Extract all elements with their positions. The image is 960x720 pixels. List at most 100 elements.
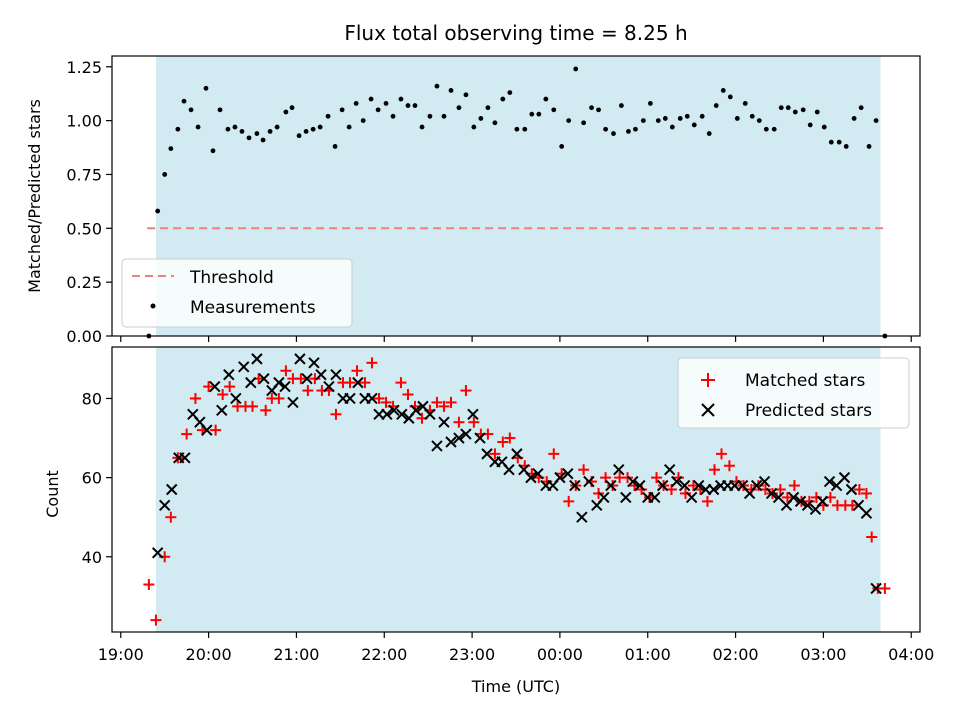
measurement-point [522, 126, 528, 132]
bottom-y-axis-label: Count [43, 470, 62, 518]
measurement-point [162, 172, 168, 177]
predicted-star-point [223, 369, 235, 381]
predicted-star-point [532, 467, 544, 480]
measurement-point [155, 208, 161, 214]
measurement-point [246, 135, 252, 141]
matched-star-point [438, 400, 450, 412]
matched-star-point [563, 495, 575, 507]
matched-star-point [651, 472, 663, 484]
predicted-star-point [569, 479, 581, 492]
matched-star-point [210, 424, 222, 436]
matched-star-point [636, 484, 648, 495]
measurement-point [633, 126, 638, 132]
matched-star-point [687, 480, 699, 492]
matched-star-point [708, 464, 720, 476]
matched-star-point [247, 400, 259, 412]
predicted-star-point [838, 471, 851, 484]
predicted-star-point [230, 392, 242, 405]
legend-matched-label: Matched stars [745, 371, 865, 391]
bottom-panel: 40 60 80 19:00 20:00 21:00 22:00 23:00 00:00 01:… [43, 346, 934, 696]
matched-star-point [380, 396, 392, 408]
predicted-star-point [613, 464, 625, 476]
predicted-star-point [323, 380, 335, 393]
matched-star-point [181, 428, 193, 440]
y-tick-label: 40 [82, 548, 102, 567]
top-axes-frame [111, 55, 921, 337]
measurement-point [763, 126, 769, 132]
measurement-point [405, 103, 411, 108]
measurement-point [800, 107, 806, 113]
y-tick-label: 1.00 [66, 112, 102, 131]
predicted-star-point [562, 467, 574, 480]
measurement-point [203, 85, 209, 91]
x-tick-label: 02:00 [713, 645, 759, 664]
predicted-star-point [151, 547, 164, 559]
measurement-point [232, 124, 238, 130]
measurement-point [814, 109, 820, 115]
x-axis-label: Time (UTC) [471, 677, 560, 696]
top-legend: Threshold Measurements [121, 258, 353, 328]
measurement-point [828, 139, 834, 145]
predicted-star-point [467, 408, 479, 420]
matched-star-point [497, 436, 509, 448]
measurement-point [566, 118, 572, 124]
measurement-point [713, 103, 719, 108]
matched-star-point [373, 392, 385, 404]
measurement-point [390, 113, 396, 119]
measurement-point [626, 128, 631, 134]
predicted-star-point [158, 499, 171, 512]
measurement-point [778, 105, 784, 111]
measurement-point [383, 100, 389, 106]
measurement-point [684, 113, 690, 119]
measurement-point [742, 100, 748, 106]
measurement-point [289, 105, 295, 111]
matched-star-point [359, 377, 371, 389]
predicted-star-point [209, 380, 221, 393]
bottom-legend-box [677, 357, 910, 429]
x-tick-label: 19:00 [98, 645, 144, 664]
top-x-ticks [120, 336, 912, 342]
predicted-star-point [287, 396, 299, 409]
measurement-point [463, 92, 469, 98]
y-tick-label: 0.25 [66, 273, 102, 292]
predicted-star-point [801, 499, 814, 512]
matched-star-point [680, 487, 692, 499]
predicted-star-point [315, 369, 327, 381]
predicted-stars-series [151, 353, 882, 595]
predicted-star-point [627, 475, 639, 488]
measurement-point [471, 124, 477, 130]
predicted-star-point [166, 483, 178, 496]
matched-star-point [853, 484, 865, 495]
predicted-star-point [634, 479, 646, 492]
measurement-point [427, 113, 433, 119]
matched-star-point [460, 385, 472, 397]
predicted-star-point [678, 479, 691, 492]
measurement-point [807, 122, 813, 128]
measurement-point [559, 144, 565, 149]
y-tick-label: 0.00 [66, 327, 102, 346]
matched-star-point [504, 432, 516, 444]
matched-star-point [860, 487, 872, 499]
predicted-star-point [308, 357, 320, 369]
measurement-point [734, 116, 740, 121]
measurement-point [181, 98, 187, 104]
y-tick-label: 60 [82, 469, 102, 488]
top-y-axis: 0.00 0.25 0.50 0.75 1.00 1.25 [66, 58, 112, 346]
matched-star-point [273, 392, 285, 404]
measurement-point [727, 94, 733, 100]
measurement-point [858, 105, 864, 111]
matched-star-point [803, 495, 815, 507]
y-tick-label: 0.50 [66, 219, 102, 238]
x-tick-label: 00:00 [537, 645, 583, 664]
predicted-star-point [273, 376, 285, 389]
measurement-point [325, 113, 331, 119]
measurement-point [303, 128, 309, 134]
measurement-point [239, 128, 245, 134]
measurement-point [296, 133, 302, 139]
predicted-star-point [794, 495, 807, 508]
matched-star-point [879, 582, 891, 594]
matched-star-point [330, 408, 342, 420]
predicted-star-point [845, 483, 858, 496]
predicted-star-point [758, 475, 771, 488]
measurement-point [836, 139, 842, 145]
